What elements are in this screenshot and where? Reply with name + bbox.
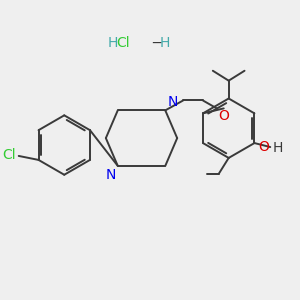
- Text: H: H: [159, 36, 170, 50]
- Text: O: O: [218, 110, 229, 123]
- Text: H: H: [107, 36, 118, 50]
- Text: N: N: [105, 168, 116, 182]
- Text: Cl: Cl: [2, 148, 16, 162]
- Text: Cl: Cl: [116, 36, 130, 50]
- Text: H: H: [272, 141, 283, 155]
- Text: O: O: [258, 140, 269, 154]
- Text: −: −: [148, 36, 164, 50]
- Text: N: N: [167, 95, 178, 110]
